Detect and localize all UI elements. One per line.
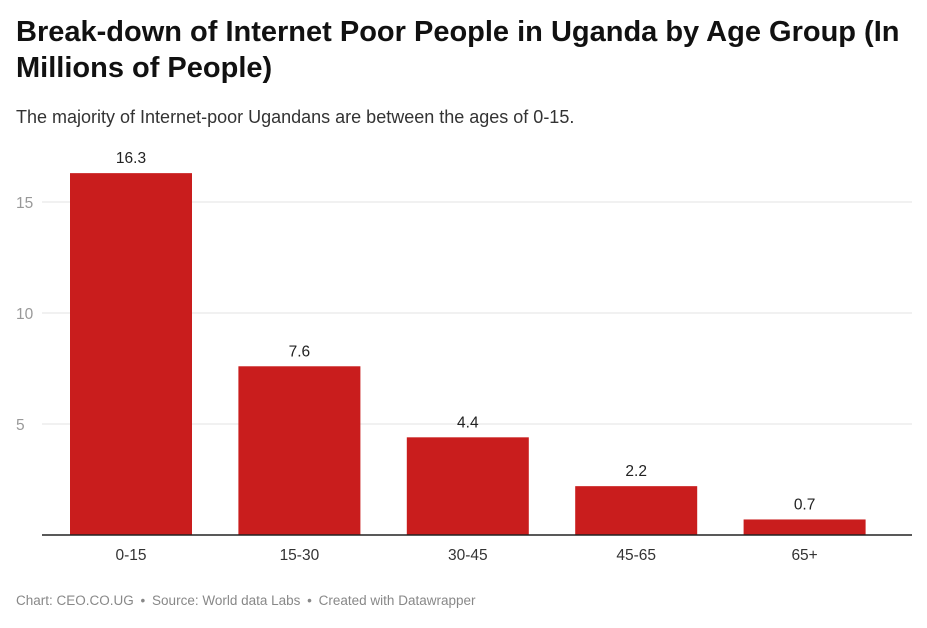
value-label: 4.4 bbox=[457, 414, 479, 431]
x-tick-label: 45-65 bbox=[616, 547, 656, 564]
chart-credit: Chart: CEO.CO.UG bbox=[16, 593, 134, 608]
value-label: 16.3 bbox=[116, 150, 146, 167]
y-tick-label: 10 bbox=[16, 306, 34, 323]
y-tick-label: 5 bbox=[16, 417, 25, 434]
bar bbox=[238, 366, 361, 535]
value-label: 7.6 bbox=[289, 343, 311, 360]
bar bbox=[406, 437, 529, 535]
bar bbox=[743, 519, 866, 535]
footer-separator: • bbox=[307, 593, 312, 608]
bar bbox=[70, 173, 192, 535]
footer-separator: • bbox=[140, 593, 146, 608]
value-label: 0.7 bbox=[794, 496, 816, 513]
chart-title: Break-down of Internet Poor People in Ug… bbox=[16, 16, 900, 84]
value-label: 2.2 bbox=[625, 463, 647, 480]
chart-footer: Chart: CEO.CO.UG • Source: World data La… bbox=[16, 593, 475, 608]
created-with: Created with Datawrapper bbox=[318, 593, 476, 608]
chart-subtitle: The majority of Internet-poor Ugandans a… bbox=[16, 107, 575, 127]
y-tick-label: 15 bbox=[16, 195, 33, 212]
chart-source: Source: World data Labs bbox=[152, 593, 301, 608]
x-tick-label: 30-45 bbox=[448, 547, 488, 564]
x-tick-label: 0-15 bbox=[115, 547, 146, 564]
x-tick-label: 15-30 bbox=[280, 547, 320, 564]
bar bbox=[575, 486, 698, 535]
x-tick-label: 65+ bbox=[791, 547, 817, 564]
